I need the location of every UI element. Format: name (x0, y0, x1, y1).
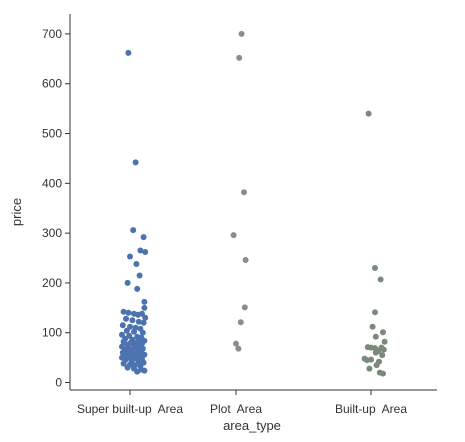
y-tick-label: 0 (55, 376, 62, 390)
data-point (125, 49, 132, 56)
data-point (140, 234, 147, 241)
data-point (124, 279, 131, 286)
data-point (135, 318, 142, 325)
data-point (140, 319, 147, 326)
axes: 0 100 200 300 400 500 600 700 Super built-up Are… (42, 14, 437, 416)
data-point (120, 360, 127, 367)
x-axis-label: area_type (223, 418, 281, 433)
strip-3 (361, 110, 388, 377)
data-point (130, 227, 137, 234)
data-point (141, 351, 148, 358)
data-point (233, 340, 239, 347)
strip-1 (119, 49, 149, 375)
data-point (127, 323, 133, 330)
data-point (139, 310, 145, 317)
data-point (125, 309, 132, 316)
data-point (119, 331, 125, 338)
data-point (380, 329, 386, 336)
y-tick-label: 200 (42, 276, 62, 290)
strip-2 (230, 30, 249, 352)
data-point (366, 365, 373, 372)
data-point (142, 314, 149, 321)
data-point (124, 364, 131, 371)
data-point (134, 285, 141, 292)
data-point (141, 304, 148, 311)
data-point (241, 189, 247, 196)
data-point (372, 333, 379, 340)
data-point (120, 308, 127, 315)
data-point (381, 338, 388, 345)
data-point (123, 327, 130, 334)
data-point (134, 368, 141, 375)
data-point (365, 110, 372, 117)
y-tick-label: 700 (42, 27, 62, 41)
data-point (133, 261, 140, 268)
data-point (139, 329, 146, 336)
data-point (127, 253, 133, 260)
data-point (380, 346, 387, 353)
data-point (142, 249, 149, 256)
data-point (372, 264, 378, 271)
data-point (136, 272, 143, 279)
y-tick-label: 600 (42, 77, 62, 91)
data-point (238, 30, 245, 37)
data-point (369, 323, 376, 330)
data-point (372, 349, 379, 356)
data-point (129, 317, 136, 324)
data-point (131, 328, 137, 335)
data-point (141, 298, 148, 305)
y-tick-label: 300 (42, 226, 62, 240)
data-point (380, 370, 386, 377)
y-tick-label: 400 (42, 176, 62, 190)
data-point (242, 257, 249, 264)
y-tick-label: 100 (42, 326, 62, 340)
data-point (123, 315, 129, 322)
data-point (132, 159, 139, 166)
data-point (241, 304, 248, 311)
data-point (237, 319, 244, 326)
data-point (236, 54, 243, 61)
y-axis-label: price (9, 198, 24, 226)
x-tick-label: Plot Area (210, 402, 262, 416)
data-point (137, 247, 144, 254)
data-point (230, 232, 237, 239)
x-tick-label: Super built-up Area (77, 402, 183, 416)
data-point (235, 345, 242, 352)
data-point (377, 276, 384, 283)
x-tick-label: Built-up Area (335, 402, 407, 416)
data-point (141, 367, 148, 374)
plot-area (119, 30, 388, 377)
data-point (372, 309, 378, 316)
data-point (364, 357, 370, 364)
y-tick-label: 500 (42, 127, 62, 141)
data-point (119, 322, 126, 329)
data-point (379, 352, 386, 359)
data-point (373, 362, 380, 369)
